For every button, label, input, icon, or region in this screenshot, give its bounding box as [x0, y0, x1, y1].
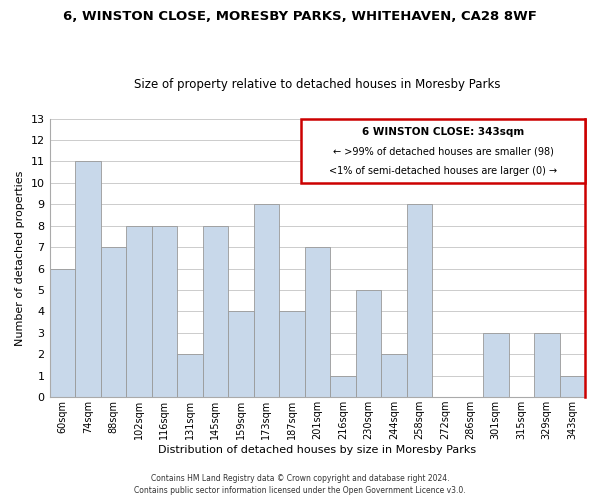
- Bar: [152, 226, 177, 397]
- X-axis label: Distribution of detached houses by size in Moresby Parks: Distribution of detached houses by size …: [158, 445, 476, 455]
- Bar: [228, 312, 254, 397]
- Bar: [483, 333, 509, 397]
- Bar: [560, 376, 585, 397]
- Bar: [407, 204, 432, 397]
- Bar: [381, 354, 407, 397]
- Bar: [305, 247, 330, 397]
- Bar: [279, 312, 305, 397]
- Bar: [75, 162, 101, 397]
- Text: 6, WINSTON CLOSE, MORESBY PARKS, WHITEHAVEN, CA28 8WF: 6, WINSTON CLOSE, MORESBY PARKS, WHITEHA…: [63, 10, 537, 23]
- FancyBboxPatch shape: [301, 118, 585, 182]
- Bar: [254, 204, 279, 397]
- Bar: [330, 376, 356, 397]
- Bar: [126, 226, 152, 397]
- Text: 6 WINSTON CLOSE: 343sqm: 6 WINSTON CLOSE: 343sqm: [362, 127, 524, 137]
- Bar: [50, 268, 75, 397]
- Title: Size of property relative to detached houses in Moresby Parks: Size of property relative to detached ho…: [134, 78, 500, 91]
- Bar: [356, 290, 381, 397]
- Text: ← >99% of detached houses are smaller (98): ← >99% of detached houses are smaller (9…: [332, 146, 554, 156]
- Text: Contains HM Land Registry data © Crown copyright and database right 2024.
Contai: Contains HM Land Registry data © Crown c…: [134, 474, 466, 495]
- Y-axis label: Number of detached properties: Number of detached properties: [15, 170, 25, 346]
- Text: <1% of semi-detached houses are larger (0) →: <1% of semi-detached houses are larger (…: [329, 166, 557, 176]
- Bar: [203, 226, 228, 397]
- Bar: [534, 333, 560, 397]
- Bar: [177, 354, 203, 397]
- Bar: [101, 247, 126, 397]
